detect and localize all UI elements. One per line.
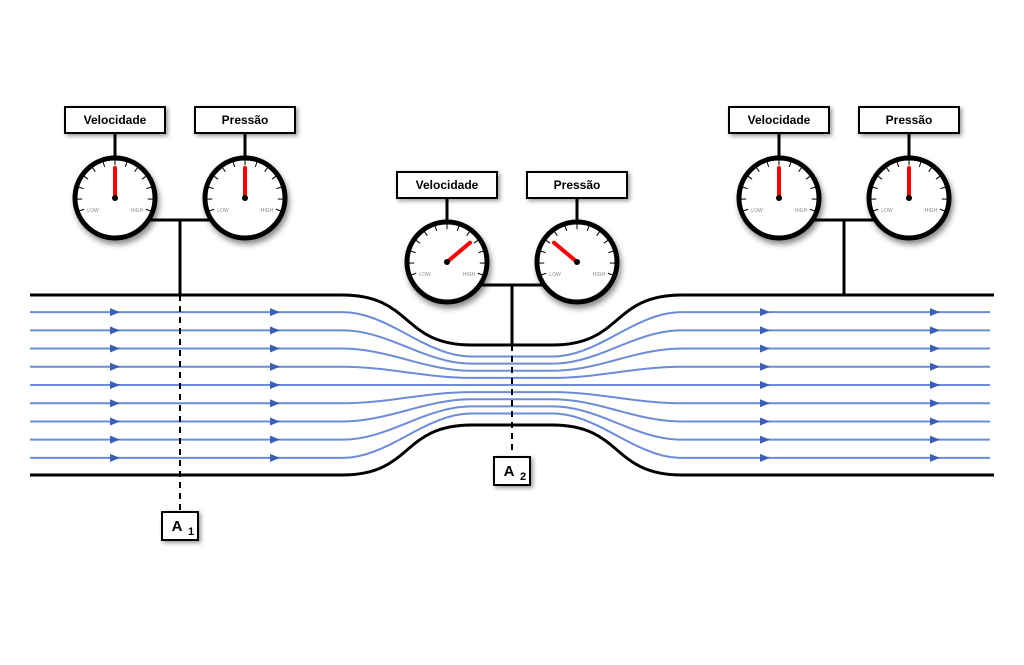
flow-arrow-icon bbox=[760, 417, 770, 425]
flow-arrow-icon bbox=[760, 381, 770, 389]
flow-arrow-icon bbox=[270, 399, 280, 407]
flow-arrow-icon bbox=[270, 326, 280, 334]
gauge: LOW HIGH bbox=[869, 158, 949, 238]
flow-arrow-icon bbox=[110, 363, 120, 371]
flow-arrow-icon bbox=[930, 399, 940, 407]
gauge: LOW HIGH bbox=[75, 158, 155, 238]
gauge-label-box: Pressão bbox=[859, 107, 959, 133]
flow-arrow-icon bbox=[760, 436, 770, 444]
flow-arrow-icon bbox=[110, 326, 120, 334]
svg-text:2: 2 bbox=[520, 471, 526, 483]
gauge-high-text: HIGH bbox=[795, 208, 808, 214]
flow-arrow-icon bbox=[110, 345, 120, 353]
gauge-low-text: LOW bbox=[87, 208, 99, 214]
flow-arrow-icon bbox=[930, 326, 940, 334]
gauge-label-text: Velocidade bbox=[748, 113, 811, 127]
flow-arrow-icon bbox=[270, 454, 280, 462]
svg-text:1: 1 bbox=[188, 526, 194, 538]
flow-arrow-icon bbox=[760, 345, 770, 353]
streamline bbox=[30, 330, 990, 363]
gauge-high-text: HIGH bbox=[593, 272, 606, 278]
flow-arrow-icon bbox=[930, 436, 940, 444]
flow-arrow-icon bbox=[270, 417, 280, 425]
streamline bbox=[30, 392, 990, 403]
flow-arrow-icon bbox=[930, 417, 940, 425]
flow-arrow-icon bbox=[270, 308, 280, 316]
gauge-low-text: LOW bbox=[217, 208, 229, 214]
flow-arrow-icon bbox=[270, 381, 280, 389]
flow-arrow-icon bbox=[270, 345, 280, 353]
flow-arrow-icon bbox=[110, 454, 120, 462]
gauge-label-text: Velocidade bbox=[84, 113, 147, 127]
gauge-high-text: HIGH bbox=[463, 272, 476, 278]
gauge-label-box: Velocidade bbox=[65, 107, 165, 133]
gauge-label-text: Pressão bbox=[554, 178, 601, 192]
gauge-label-box: Velocidade bbox=[729, 107, 829, 133]
section-label: A1 bbox=[162, 512, 198, 540]
flow-arrow-icon bbox=[760, 363, 770, 371]
gauge-high-text: HIGH bbox=[131, 208, 144, 214]
flow-arrow-icon bbox=[930, 345, 940, 353]
flow-arrow-icon bbox=[930, 363, 940, 371]
flow-arrow-icon bbox=[930, 454, 940, 462]
gauge-low-text: LOW bbox=[881, 208, 893, 214]
gauge: LOW HIGH bbox=[407, 222, 487, 302]
flow-arrow-icon bbox=[110, 308, 120, 316]
flow-arrow-icon bbox=[760, 399, 770, 407]
gauge-low-text: LOW bbox=[419, 272, 431, 278]
svg-text:A: A bbox=[504, 463, 515, 480]
gauge: LOW HIGH bbox=[739, 158, 819, 238]
gauge-label-box: Pressão bbox=[527, 172, 627, 198]
gauge-high-text: HIGH bbox=[925, 208, 938, 214]
flow-arrow-icon bbox=[760, 308, 770, 316]
flow-arrow-icon bbox=[930, 381, 940, 389]
streamline bbox=[30, 367, 990, 378]
flow-arrow-icon bbox=[760, 454, 770, 462]
gauge-low-text: LOW bbox=[751, 208, 763, 214]
flow-arrow-icon bbox=[270, 436, 280, 444]
gauge: LOW HIGH bbox=[205, 158, 285, 238]
gauge-label-box: Velocidade bbox=[397, 172, 497, 198]
streamline bbox=[30, 312, 990, 356]
gauge-high-text: HIGH bbox=[261, 208, 274, 214]
flow-arrow-icon bbox=[110, 381, 120, 389]
gauge-label-text: Pressão bbox=[222, 113, 269, 127]
gauge: LOW HIGH bbox=[537, 222, 617, 302]
gauge-label-text: Pressão bbox=[886, 113, 933, 127]
flow-arrow-icon bbox=[110, 417, 120, 425]
flow-arrow-icon bbox=[270, 363, 280, 371]
flow-arrow-icon bbox=[110, 436, 120, 444]
flow-arrow-icon bbox=[760, 326, 770, 334]
gauge-label-text: Velocidade bbox=[416, 178, 479, 192]
svg-text:A: A bbox=[172, 518, 183, 535]
gauge-label-box: Pressão bbox=[195, 107, 295, 133]
section-label: A2 bbox=[494, 457, 530, 485]
flow-arrow-icon bbox=[930, 308, 940, 316]
streamline bbox=[30, 413, 990, 457]
gauge-low-text: LOW bbox=[549, 272, 561, 278]
streamline bbox=[30, 406, 990, 439]
flow-arrow-icon bbox=[110, 399, 120, 407]
venturi-diagram: Velocidade LOW HIGH Pressão LOW HIGH Velocidad… bbox=[0, 0, 1024, 665]
